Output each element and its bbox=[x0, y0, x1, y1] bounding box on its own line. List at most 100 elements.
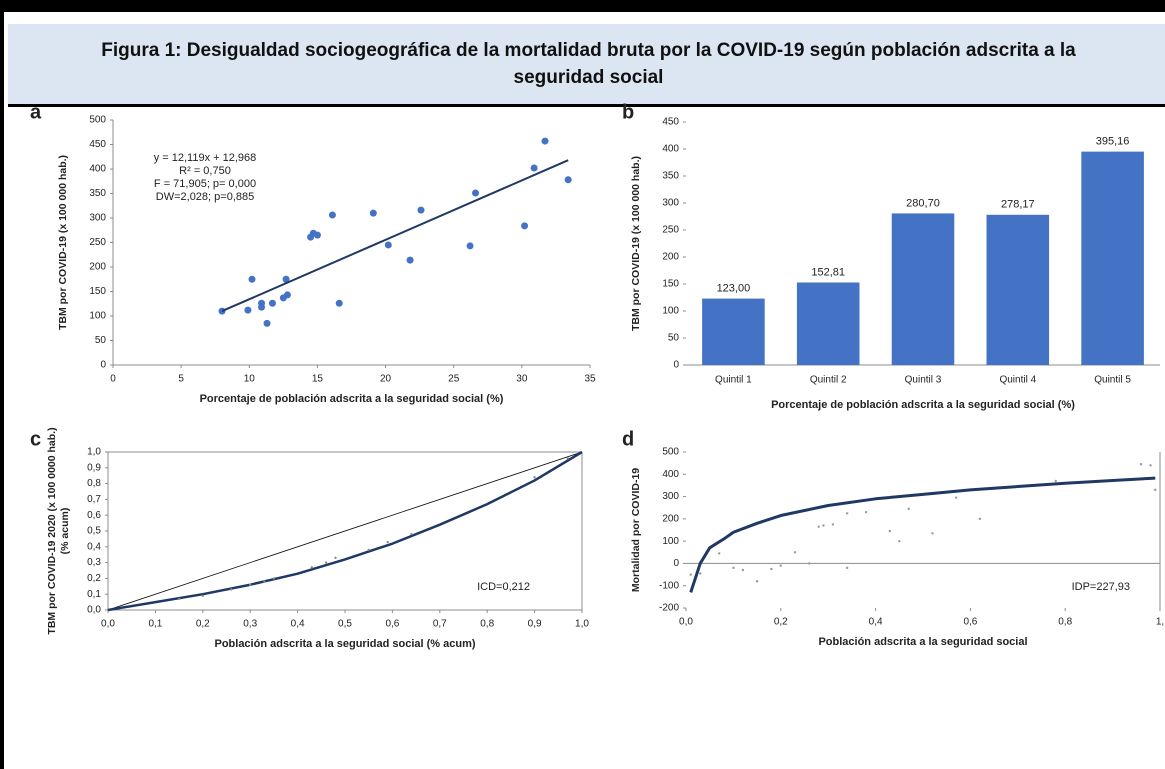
y-tick-label: 350 bbox=[89, 188, 106, 199]
point bbox=[406, 256, 414, 264]
x-tick-label: 20 bbox=[380, 374, 392, 385]
y-tick-label: 200 bbox=[662, 252, 679, 263]
point bbox=[263, 580, 266, 583]
x-tick-label: 25 bbox=[448, 374, 460, 385]
point bbox=[564, 176, 572, 184]
x-tick-label: 0,9 bbox=[528, 619, 542, 630]
point bbox=[244, 306, 252, 314]
x-axis-label: Población adscrita a la seguridad social… bbox=[214, 638, 475, 650]
line bbox=[221, 159, 569, 313]
point bbox=[369, 209, 377, 217]
point bbox=[1149, 464, 1152, 467]
point bbox=[808, 562, 811, 565]
y-axis-label: (% acum) bbox=[59, 508, 71, 555]
panel-label: b bbox=[622, 101, 634, 123]
y-tick-label: 100 bbox=[89, 311, 106, 322]
value-label: 278,17 bbox=[1001, 199, 1035, 211]
point bbox=[817, 525, 820, 528]
x-tick-label: 30 bbox=[516, 374, 528, 385]
point bbox=[313, 231, 321, 239]
y-tick-label: 450 bbox=[89, 139, 106, 150]
point bbox=[201, 594, 204, 597]
x-tick-label: 0,5 bbox=[338, 619, 352, 630]
x-tick-label: 0,4 bbox=[291, 619, 305, 630]
x-axis-label: Porcentaje de población adscrita a la se… bbox=[771, 399, 1075, 411]
bar bbox=[702, 298, 765, 365]
value-label: 152,81 bbox=[811, 266, 845, 278]
y-tick-label: 400 bbox=[89, 164, 106, 175]
point bbox=[249, 583, 252, 586]
x-tick-label: 0,1 bbox=[148, 619, 162, 630]
point bbox=[367, 548, 370, 552]
bar bbox=[891, 213, 955, 365]
point bbox=[541, 137, 549, 145]
point bbox=[410, 532, 413, 536]
y-tick-label: 0,4 bbox=[87, 541, 101, 552]
x-axis-label: Población adscrita a la seguridad social bbox=[818, 636, 1027, 648]
x-tick-label: 0,2 bbox=[196, 619, 210, 630]
x-tick-label: 0,6 bbox=[385, 619, 399, 630]
y-tick-label: 0,7 bbox=[87, 494, 101, 505]
point bbox=[248, 275, 256, 283]
value-label: 123,00 bbox=[717, 282, 751, 294]
x-tick-label: 0,4 bbox=[869, 617, 883, 628]
y-tick-label: 50 bbox=[668, 333, 680, 344]
header: Figura 1: Desigualdad sociogeográfica de… bbox=[8, 24, 1165, 107]
point bbox=[328, 211, 336, 219]
x-tick-label: 5 bbox=[178, 374, 184, 385]
y-axis-label: Mortalidad por COVID-19 bbox=[630, 468, 642, 592]
point bbox=[530, 164, 538, 172]
x-tick-label: 0,0 bbox=[101, 619, 115, 630]
x-tick-label: 0,7 bbox=[433, 619, 447, 630]
y-tick-label: 400 bbox=[662, 144, 679, 155]
annotation: y = 12,119x + 12,968 bbox=[154, 152, 257, 164]
value-label: 280,70 bbox=[906, 197, 940, 209]
panel-label: c bbox=[30, 428, 41, 450]
point bbox=[931, 532, 934, 535]
y-tick-label: 0,3 bbox=[87, 557, 101, 568]
panel-label: a bbox=[30, 101, 42, 123]
figure-title: Figura 1: Desigualdad sociogeográfica de… bbox=[101, 40, 1076, 88]
y-tick-label: 300 bbox=[89, 213, 106, 224]
bar bbox=[1081, 151, 1144, 365]
point bbox=[1054, 479, 1057, 483]
x-tick-label: 35 bbox=[584, 374, 596, 385]
y-tick-label: 0,2 bbox=[87, 573, 101, 584]
point bbox=[272, 577, 276, 580]
y-tick-label: 250 bbox=[89, 237, 106, 248]
point bbox=[717, 552, 721, 555]
y-tick-label: 0 bbox=[100, 360, 106, 371]
point bbox=[741, 568, 745, 572]
y-tick-label: 0,8 bbox=[87, 478, 101, 489]
x-tick-label: Quintil 3 bbox=[905, 375, 942, 386]
x-tick-label: Quintil 5 bbox=[1094, 375, 1131, 386]
y-tick-label: 250 bbox=[662, 225, 679, 236]
y-tick-label: 400 bbox=[662, 469, 679, 480]
point bbox=[699, 572, 702, 575]
point bbox=[845, 566, 849, 570]
point bbox=[779, 564, 782, 567]
point bbox=[230, 588, 233, 591]
panel-label: d bbox=[622, 428, 634, 450]
x-tick-label: 0,8 bbox=[1058, 617, 1072, 628]
line bbox=[107, 450, 583, 612]
point bbox=[732, 566, 735, 570]
point bbox=[268, 299, 276, 307]
point bbox=[770, 567, 773, 571]
x-axis-label: Porcentaje de población adscrita a la se… bbox=[200, 393, 504, 405]
y-axis-label: TBM por COVID-19 (x 100 000 hab.) bbox=[630, 156, 642, 331]
y-tick-label: 500 bbox=[662, 447, 679, 458]
point bbox=[335, 299, 343, 307]
x-tick-label: Quintil 2 bbox=[810, 375, 847, 386]
y-tick-label: -200 bbox=[659, 603, 679, 614]
y-tick-label: 500 bbox=[89, 115, 106, 126]
y-tick-label: 300 bbox=[662, 198, 679, 209]
y-tick-label: 100 bbox=[662, 306, 679, 317]
point bbox=[831, 523, 835, 526]
y-tick-label: 0,9 bbox=[87, 462, 101, 473]
y-tick-label: -100 bbox=[659, 580, 679, 591]
x-tick-label: 0 bbox=[110, 374, 116, 385]
y-tick-label: 200 bbox=[662, 513, 679, 524]
